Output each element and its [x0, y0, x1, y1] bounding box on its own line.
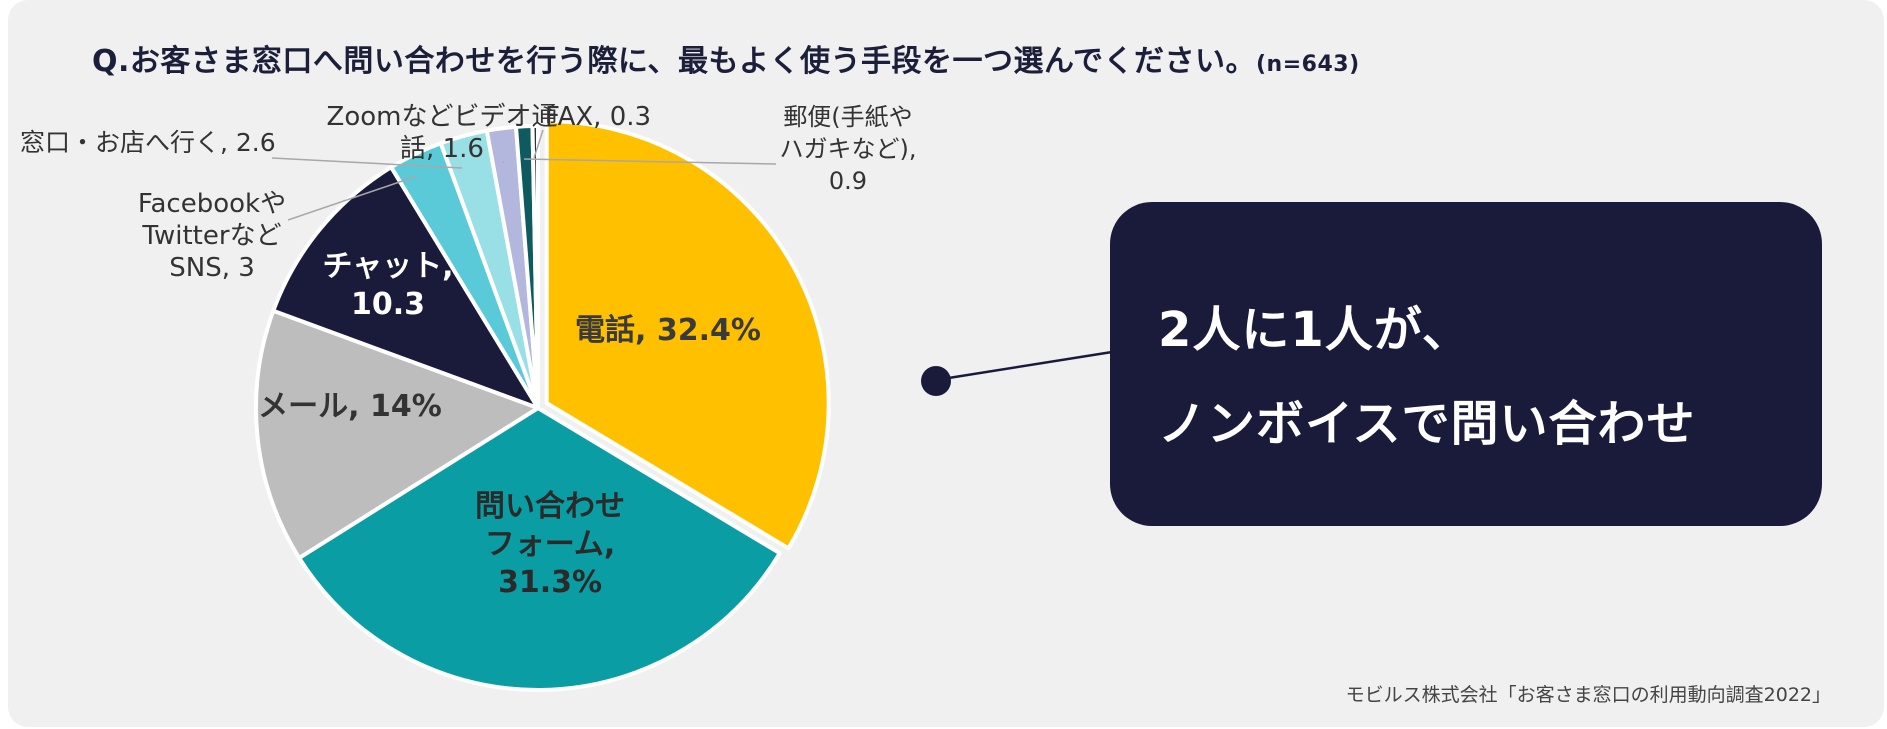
slice-label-9: FAX, 0.3 [545, 102, 651, 132]
sample-size: (n=643) [1256, 52, 1360, 77]
chart-title: Q.お客さま窓口へ問い合わせを行う際に、最もよく使う手段を一つ選んでください。(… [92, 36, 1360, 80]
pie-slice-3 [254, 308, 540, 560]
slice-label-6: 窓口・お店へ行く, 2.6 [20, 128, 276, 157]
slice-label-2: 問い合わせフォーム, 31.3% [475, 489, 625, 600]
slice-label-1: 電話, 32.4% [575, 313, 761, 348]
pie-slice-4 [271, 165, 540, 410]
pie-slices [254, 119, 831, 692]
slice-label-4: チャット, 10.3 [322, 249, 453, 322]
callout-pointer-dot [921, 366, 951, 396]
callout-pointer-line [935, 350, 1113, 382]
leader-line-6 [271, 157, 463, 169]
source-note: モビルス株式会社「お客さま窓口の利用動向調査2022」 [1345, 684, 1831, 706]
pie-slice-9 [530, 123, 540, 410]
slice-label-3: メール, 14% [258, 389, 442, 424]
leader-line-5 [287, 175, 418, 221]
pie-slice-2 [297, 406, 782, 692]
slice-labels: 電話, 32.4% 問い合わせフォーム, 31.3% メール, 14% チャット, 10.… [20, 102, 917, 600]
leader-line-9 [533, 129, 544, 159]
callout-line-2: ノンボイスで問い合わせ [1158, 396, 1696, 452]
pie-slice-1 [544, 119, 831, 551]
question-text: Q.お客さま窓口へ問い合わせを行う際に、最もよく使う手段を一つ選んでください。 [92, 44, 1256, 79]
leader-line-8 [523, 158, 777, 165]
leader-lines [271, 129, 777, 221]
slice-label-7: Zoomなどビデオ通話, 1.6 [327, 102, 558, 164]
slice-label-8: 郵便(手紙やハガキなど), 0.9 [780, 103, 917, 195]
slice-label-5: Facebookや Twitterなど SNS, 3 [138, 189, 286, 283]
callout-box: 2人に1人が、 ノンボイスで問い合わせ [1110, 202, 1822, 526]
callout-line-1: 2人に1人が、 [1158, 302, 1471, 358]
